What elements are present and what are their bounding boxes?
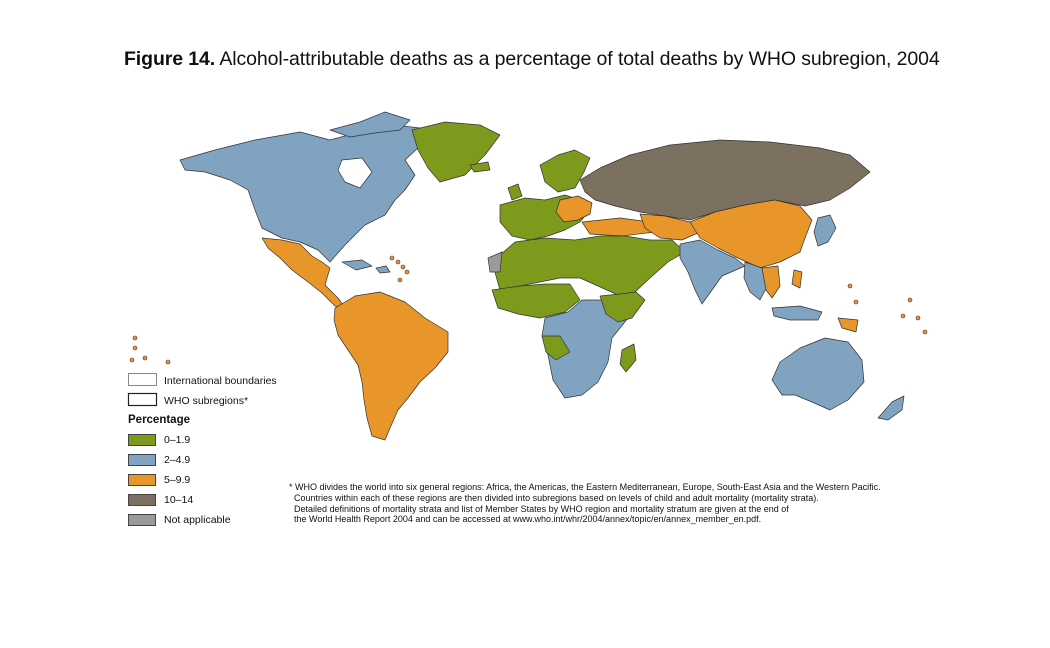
region-scandinavia: [539, 149, 591, 193]
legend-label: WHO subregions*: [164, 394, 249, 407]
region-horn-africa: [599, 291, 646, 323]
island-marker: [165, 359, 171, 365]
island-marker: [395, 259, 401, 265]
region-new-zealand: [877, 395, 905, 421]
region-western-sahara: [487, 251, 503, 273]
island-marker: [397, 277, 403, 283]
legend-label: 5–9.9: [164, 473, 191, 486]
island-marker: [400, 264, 406, 270]
footnote-line: the World Health Report 2004 and can be …: [289, 514, 762, 525]
region-mexico-central-america: [261, 237, 346, 309]
legend-label: International boundaries: [164, 374, 277, 387]
legend-swatch: [128, 433, 156, 446]
region-north-america-islands: [329, 111, 411, 138]
island-marker: [389, 255, 395, 261]
region-south-america: [333, 291, 449, 441]
region-uk: [507, 183, 523, 201]
region-iceland: [469, 161, 491, 173]
legend-label: 10–14: [164, 493, 194, 506]
legend-item-band-10-14: 10–14: [128, 493, 193, 506]
region-greenland: [411, 121, 501, 183]
region-png: [837, 317, 859, 333]
region-north-africa-middle-east: [491, 235, 686, 296]
island-marker: [907, 297, 913, 303]
island-marker: [853, 299, 859, 305]
region-indochina: [761, 265, 781, 299]
figure-label: Figure 14.: [124, 48, 216, 70]
legend-international-boundaries: International boundaries: [128, 374, 277, 387]
legend-label: Not applicable: [164, 513, 231, 526]
legend-item-band-5-9-9: 5–9.9: [128, 473, 190, 486]
region-philippines: [791, 269, 803, 289]
region-south-asia: [679, 239, 746, 305]
region-north-america: [179, 124, 421, 263]
who-subregions-swatch: [127, 392, 158, 407]
legend-who-subregions: WHO subregions*: [128, 394, 248, 407]
footnote-line: Detailed definitions of mortality strata…: [289, 503, 789, 514]
region-indonesia: [771, 305, 823, 321]
legend-label: 0–1.9: [164, 433, 191, 446]
region-madagascar: [619, 343, 637, 373]
region-central-asia: [639, 213, 701, 241]
legend-label: 2–4.9: [164, 453, 191, 466]
legend-item-not-applicable: Not applicable: [128, 513, 231, 526]
figure-title: Figure 14. Alcohol-attributable deaths a…: [124, 48, 940, 71]
footnote: * WHO divides the world into six general…: [289, 482, 881, 525]
island-marker: [915, 315, 921, 321]
region-russia: [579, 139, 871, 221]
island-marker: [142, 355, 148, 361]
island-marker: [900, 313, 906, 319]
international-boundaries-swatch: [128, 373, 157, 386]
island-marker: [132, 345, 138, 351]
footnote-line: * WHO divides the world into six general…: [289, 482, 881, 492]
legend-swatch: [128, 473, 156, 486]
hudson-bay: [337, 157, 373, 189]
region-caribbean: [341, 259, 373, 271]
region-caribbean-east: [375, 265, 391, 274]
island-marker: [132, 335, 138, 341]
island-marker: [922, 329, 928, 335]
region-china: [689, 199, 813, 269]
island-markers: [129, 255, 928, 365]
region-east-central-africa: [541, 295, 636, 399]
island-marker: [129, 357, 135, 363]
region-west-africa: [491, 283, 581, 319]
figure-title-text: Alcohol-attributable deaths as a percent…: [219, 48, 940, 70]
legend-item-band-0-1-9: 0–1.9: [128, 433, 190, 446]
legend-swatch: [128, 493, 156, 506]
legend-item-band-2-4-9: 2–4.9: [128, 453, 190, 466]
island-marker: [847, 283, 853, 289]
region-japan: [813, 214, 837, 247]
region-europe-east: [555, 195, 593, 223]
legend-heading: Percentage: [128, 414, 191, 426]
legend-swatch: [128, 453, 156, 466]
legend-swatch: [128, 513, 156, 526]
region-australia: [771, 337, 865, 411]
footnote-line: Countries within each of these regions a…: [289, 492, 819, 503]
region-central-africa: [541, 335, 571, 361]
island-marker: [404, 269, 410, 275]
